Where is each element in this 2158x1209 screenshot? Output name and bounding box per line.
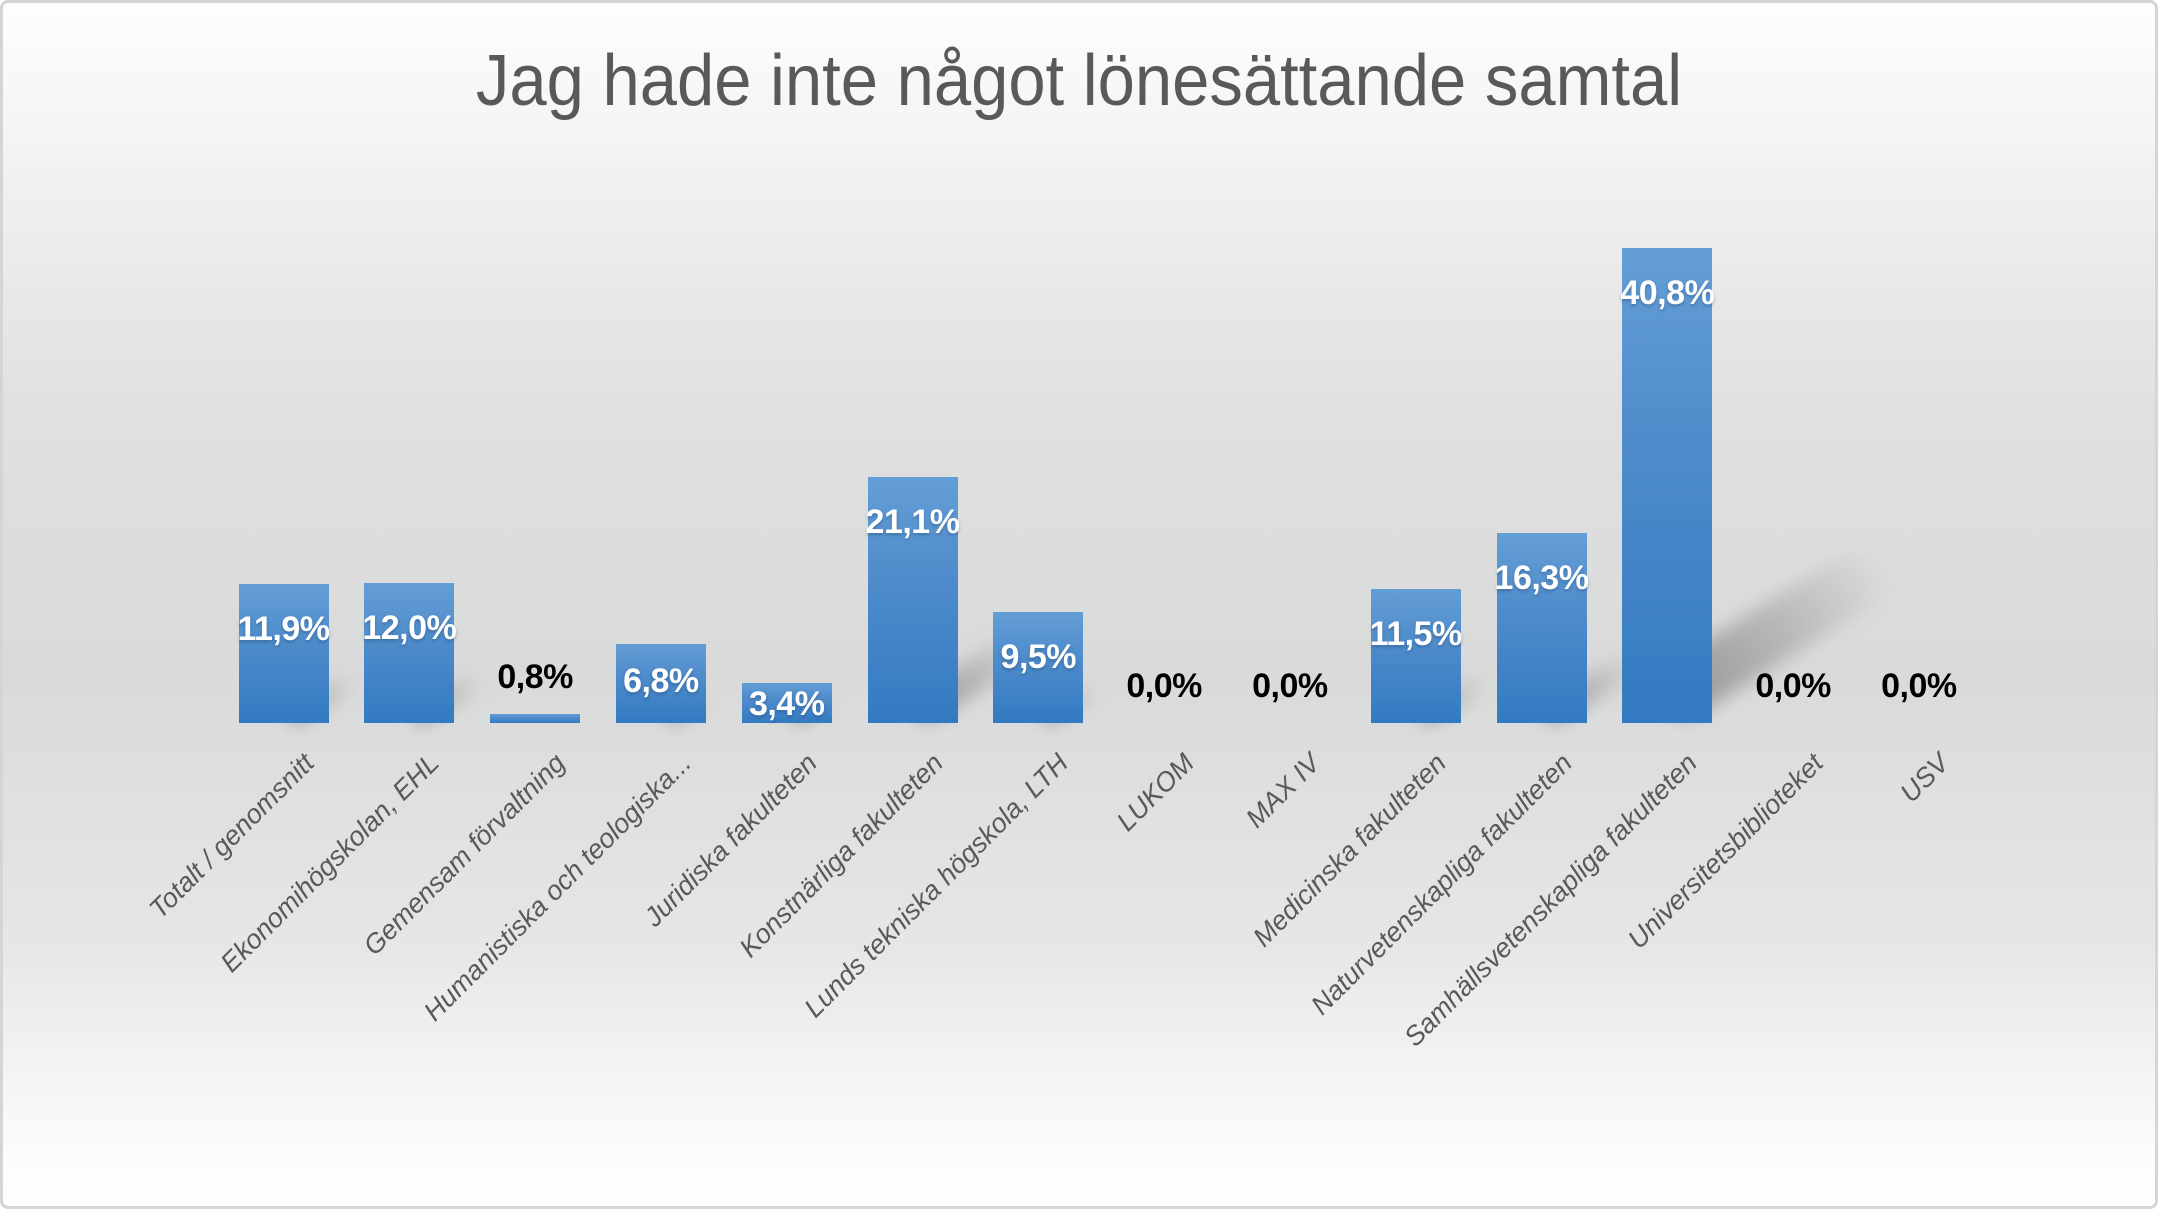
x-axis-label: Lunds tekniska högskola, LTH [798,747,1075,1024]
bar [238,584,329,723]
chart-title: Jag hade inte något lönesättande samtal [475,41,1683,121]
bar-value-label: 0,0% [1881,667,1957,705]
bar-value-label: 0,8% [497,658,573,696]
x-axis-label: Naturvetenskapliga fakulteten [1304,747,1578,1021]
bar [1370,589,1461,723]
x-axis-label: LUKOM [1110,747,1201,837]
x-axis-label: USV [1894,747,1955,809]
bar [741,683,832,723]
bar-value-label: 21,1% [865,503,960,541]
bar [615,644,706,723]
x-axis-label: Juridiska fakulteten [637,747,823,933]
x-axis-label: Universitetsbiblioteket [1622,747,1830,955]
bar [1496,533,1587,723]
x-axis-label: Konstnärliga fakulteten [732,747,949,964]
x-axis-label: Samhällsvetenskapliga fakulteten [1398,747,1704,1053]
bar-value-label: 3,4% [748,685,825,723]
bar-value-label: 11,9% [237,610,330,648]
x-axis-label: MAX IV [1239,747,1326,834]
bar-value-label: 0,0% [1755,667,1831,705]
x-axis-label: Gemensam förvaltning [357,747,572,961]
bar-value-label: 6,8% [623,661,699,700]
bar [364,583,455,723]
x-axis-label: Medicinska fakulteten [1246,747,1452,953]
bar [867,477,958,723]
bar [490,714,581,723]
bar-value-label: 11,5% [1369,615,1463,653]
bar-value-label: 12,0% [362,609,457,647]
bar [1622,248,1713,723]
bar-value-label: 9,5% [1000,638,1077,676]
bar-value-label: 0,0% [1126,667,1202,705]
bar [993,612,1084,723]
bar-value-label: 16,3% [1494,559,1589,597]
bar-value-label: 0,0% [1252,667,1328,705]
x-axis-label: Humanistiska och teologiska... [417,747,697,1027]
bar-value-label: 40,8% [1620,274,1715,312]
